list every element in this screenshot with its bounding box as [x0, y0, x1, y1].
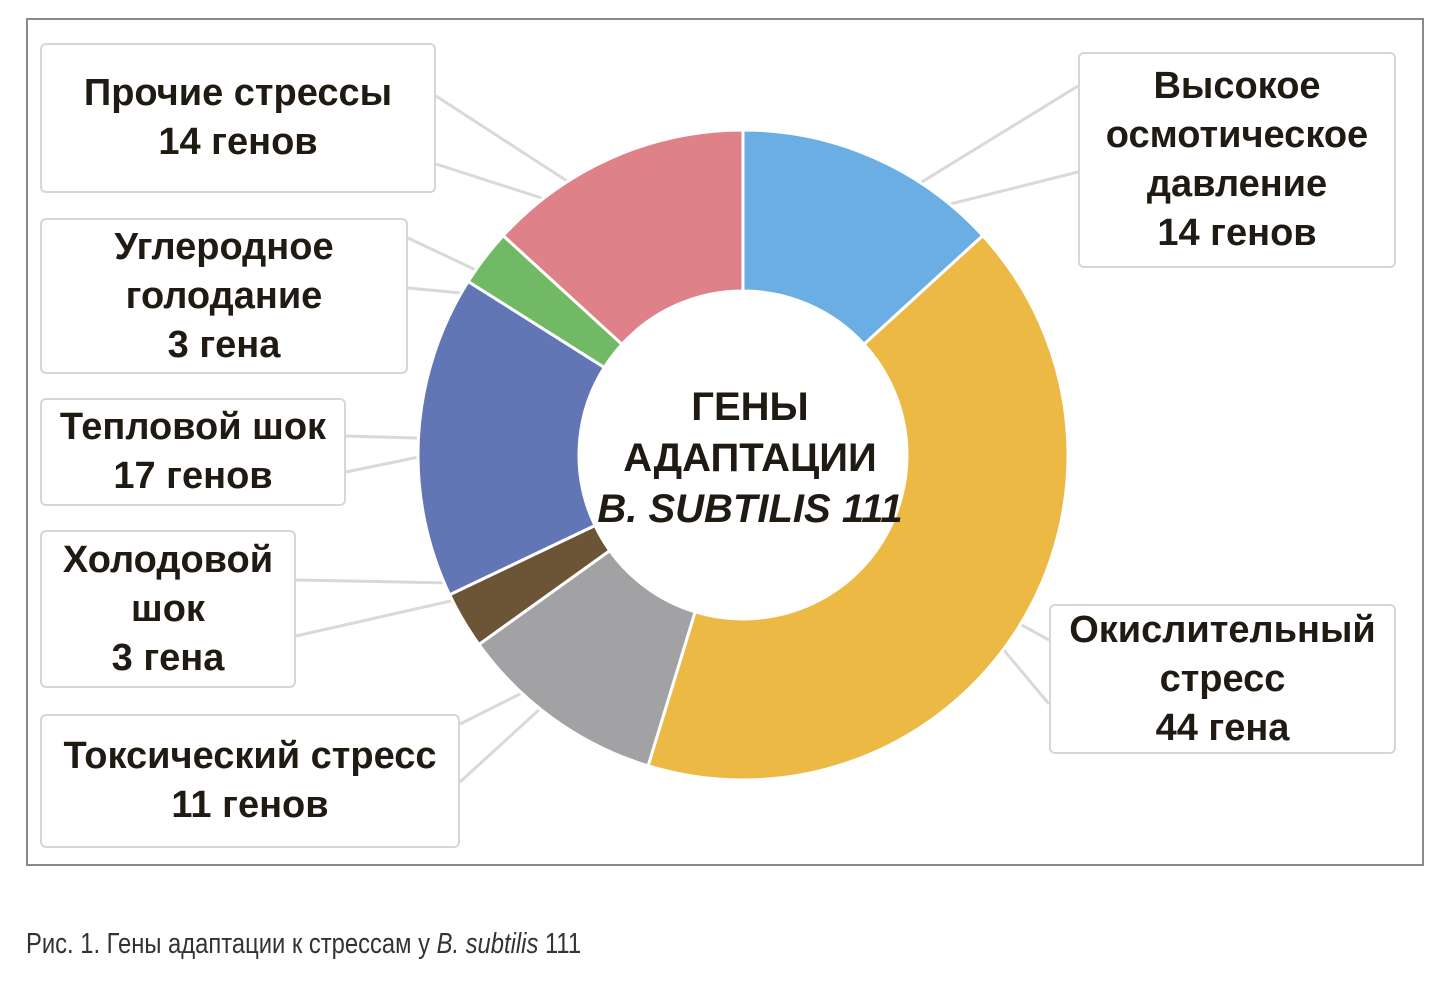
callout-carbon-starvation: Углеродное голодание 3 гена [40, 218, 408, 374]
callout-carbon-starvation-value: 3 гена [167, 323, 281, 366]
callout-carbon-starvation-line-2: голодание [125, 274, 323, 317]
callout-other-stresses-value: 14 генов [158, 121, 318, 163]
callout-oxidative: Окислительный стресс 44 гена [1049, 604, 1396, 754]
slice-other-stresses [501, 128, 745, 347]
callout-cold-shock: Холодовой шок 3 гена [40, 530, 296, 688]
center-label: ГЕНЫ АДАПТАЦИИ B. SUBTILIS 111 [580, 382, 920, 535]
caption-species: B. subtilis [436, 928, 539, 960]
slice-osmotic [741, 128, 985, 347]
callout-heat-shock-value: 17 генов [113, 455, 273, 497]
callout-cold-shock-line-2: шок [131, 587, 205, 630]
callout-other-stresses: Прочие стрессы 14 генов [40, 43, 436, 193]
callout-osmotic-line-2: осмотическое [1105, 114, 1369, 156]
slice-oxidative [646, 233, 1070, 782]
slice-heat-shock [416, 279, 607, 597]
center-label-line-1: ГЕНЫ [691, 385, 809, 429]
callout-osmotic-line-3: давление [1146, 163, 1328, 205]
callout-carbon-starvation-line-1: Углеродное [114, 225, 334, 268]
callout-toxic-line-1: Токсический стресс [63, 735, 437, 777]
callout-toxic: Токсический стресс 11 генов [40, 714, 460, 848]
caption-suffix: 111 [538, 928, 582, 960]
donut-hole [580, 292, 906, 618]
callout-oxidative-line-1: Окислительный [1069, 608, 1376, 651]
callout-heat-shock: Тепловой шок 17 генов [40, 398, 346, 506]
callout-oxidative-line-2: стресс [1159, 657, 1286, 700]
center-label-line-2: АДАПТАЦИИ [623, 436, 877, 480]
callout-other-stresses-line-1: Прочие стрессы [83, 72, 393, 114]
figure-caption: Рис. 1. Гены адаптации к стрессам у B. s… [26, 928, 581, 961]
callout-cold-shock-line-1: Холодовой [62, 538, 274, 581]
callout-osmotic-value: 14 генов [1157, 212, 1317, 254]
callout-toxic-value: 11 генов [171, 784, 329, 826]
callout-oxidative-value: 44 гена [1155, 706, 1290, 749]
callout-osmotic-line-1: Высокое [1153, 65, 1321, 107]
slice-group [416, 128, 1070, 782]
caption-prefix: Рис. 1. Гены адаптации к стрессам у [26, 928, 437, 960]
callout-cold-shock-value: 3 гена [111, 636, 225, 679]
callout-osmotic: Высокое осмотическое давление 14 генов [1078, 52, 1396, 268]
callout-heat-shock-line-1: Тепловой шок [59, 406, 327, 448]
center-label-line-3: B. SUBTILIS 111 [597, 487, 903, 531]
